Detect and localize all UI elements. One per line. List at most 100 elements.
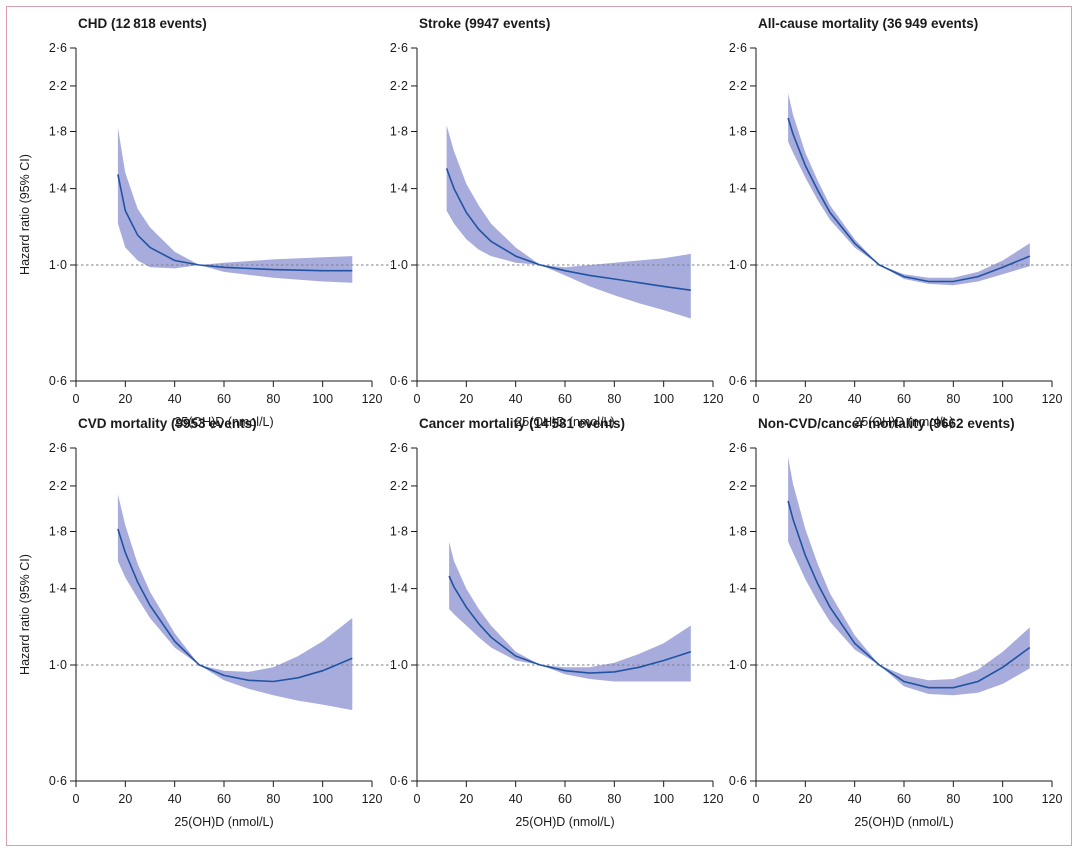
x-tick-label: 60 bbox=[217, 392, 231, 406]
confidence-band bbox=[788, 456, 1030, 696]
x-tick-label: 40 bbox=[848, 392, 862, 406]
x-axis-label: 25(OH)D (nmol/L) bbox=[854, 815, 953, 829]
y-tick-label: 1·8 bbox=[729, 525, 747, 539]
y-axis-label: Hazard ratio (95% CI) bbox=[18, 154, 32, 275]
y-tick-label: 1·4 bbox=[390, 182, 408, 196]
y-tick-label: 2·2 bbox=[390, 479, 408, 493]
x-tick-label: 100 bbox=[653, 792, 674, 806]
x-axis-label: 25(OH)D (nmol/L) bbox=[174, 415, 273, 429]
x-tick-label: 120 bbox=[362, 392, 383, 406]
y-tick-label: 1·8 bbox=[49, 525, 67, 539]
x-tick-label: 100 bbox=[312, 392, 333, 406]
y-tick-label: 0·6 bbox=[729, 374, 747, 388]
x-axis-label: 25(OH)D (nmol/L) bbox=[174, 815, 273, 829]
x-axis-label: 25(OH)D (nmol/L) bbox=[515, 815, 614, 829]
y-tick-label: 2·2 bbox=[729, 479, 747, 493]
x-tick-label: 120 bbox=[1042, 392, 1063, 406]
x-tick-label: 80 bbox=[946, 392, 960, 406]
y-tick-label: 2·6 bbox=[390, 41, 408, 55]
x-tick-label: 60 bbox=[558, 392, 572, 406]
panel-title: CHD (12 818 events) bbox=[78, 16, 207, 31]
x-tick-label: 0 bbox=[73, 392, 80, 406]
y-axis-label: Hazard ratio (95% CI) bbox=[18, 554, 32, 675]
x-tick-label: 80 bbox=[266, 392, 280, 406]
x-tick-label: 40 bbox=[848, 792, 862, 806]
x-tick-label: 0 bbox=[753, 792, 760, 806]
x-tick-label: 20 bbox=[459, 392, 473, 406]
y-tick-label: 2·6 bbox=[390, 441, 408, 455]
panel-title: Non-CVD/cancer mortality (9662 events) bbox=[758, 416, 1015, 431]
y-tick-label: 1·8 bbox=[729, 125, 747, 139]
y-tick-label: 1·8 bbox=[49, 125, 67, 139]
panel-title: CVD mortality (9953 events) bbox=[78, 416, 257, 431]
panel-title: Stroke (9947 events) bbox=[419, 16, 550, 31]
y-tick-label: 0·6 bbox=[49, 774, 67, 788]
x-tick-label: 80 bbox=[266, 792, 280, 806]
y-tick-label: 1·0 bbox=[49, 658, 67, 672]
y-tick-label: 1·0 bbox=[390, 258, 408, 272]
x-tick-label: 80 bbox=[607, 792, 621, 806]
hazard-panel-3: All-cause mortality (36 949 events) 0·6 1·… bbox=[729, 16, 1072, 429]
x-tick-label: 60 bbox=[897, 792, 911, 806]
x-tick-label: 60 bbox=[217, 792, 231, 806]
panel-title: Cancer mortality (14 581 events) bbox=[419, 416, 625, 431]
y-tick-label: 2·2 bbox=[390, 79, 408, 93]
x-axis-label: 25(OH)D (nmol/L) bbox=[515, 415, 614, 429]
y-tick-label: 1·8 bbox=[390, 125, 408, 139]
confidence-band bbox=[117, 127, 353, 283]
x-tick-label: 60 bbox=[558, 792, 572, 806]
x-tick-label: 0 bbox=[414, 392, 421, 406]
x-tick-label: 20 bbox=[798, 792, 812, 806]
y-tick-label: 1·0 bbox=[49, 258, 67, 272]
y-tick-label: 0·6 bbox=[390, 774, 408, 788]
hazard-panel-4: CVD mortality (9953 events) 0·6 1·0 1·4 1·8 2… bbox=[18, 416, 392, 829]
confidence-band bbox=[788, 93, 1030, 286]
y-tick-label: 1·4 bbox=[390, 582, 408, 596]
panel-title: All-cause mortality (36 949 events) bbox=[758, 16, 978, 31]
y-tick-label: 1·4 bbox=[49, 182, 67, 196]
y-tick-label: 0·6 bbox=[729, 774, 747, 788]
x-tick-label: 120 bbox=[703, 392, 724, 406]
x-tick-label: 120 bbox=[1042, 792, 1063, 806]
y-tick-label: 2·6 bbox=[729, 441, 747, 455]
x-tick-label: 100 bbox=[992, 792, 1013, 806]
x-tick-label: 120 bbox=[703, 792, 724, 806]
hazard-panel-6: Non-CVD/cancer mortality (9662 events) 0·… bbox=[729, 416, 1072, 829]
x-tick-label: 60 bbox=[897, 392, 911, 406]
y-tick-label: 2·6 bbox=[49, 41, 67, 55]
y-tick-label: 1·8 bbox=[390, 525, 408, 539]
x-tick-label: 20 bbox=[118, 392, 132, 406]
x-tick-label: 20 bbox=[118, 792, 132, 806]
x-tick-label: 40 bbox=[168, 792, 182, 806]
confidence-band bbox=[446, 125, 691, 319]
hazard-panel-1: CHD (12 818 events) 0·6 1·0 1·4 1·8 2·2 2·6 0 20… bbox=[18, 16, 392, 429]
hazard-ratio-curve bbox=[448, 575, 692, 674]
x-tick-label: 100 bbox=[992, 392, 1013, 406]
figure-canvas: CHD (12 818 events) 0·6 1·0 1·4 1·8 2·2 2·6 0 20… bbox=[18, 16, 1072, 829]
y-tick-label: 1·0 bbox=[729, 658, 747, 672]
x-tick-label: 0 bbox=[414, 792, 421, 806]
x-tick-label: 20 bbox=[798, 392, 812, 406]
x-tick-label: 120 bbox=[362, 792, 383, 806]
x-tick-label: 80 bbox=[946, 792, 960, 806]
hazard-ratio-curve bbox=[787, 500, 1031, 689]
x-tick-label: 100 bbox=[653, 392, 674, 406]
hazard-panel-2: Stroke (9947 events) 0·6 1·0 1·4 1·8 2·2 2·6 0 2… bbox=[390, 16, 733, 429]
confidence-band bbox=[117, 494, 353, 711]
confidence-band bbox=[449, 541, 691, 682]
x-tick-label: 40 bbox=[509, 792, 523, 806]
x-tick-label: 0 bbox=[753, 392, 760, 406]
y-tick-label: 2·6 bbox=[729, 41, 747, 55]
y-tick-label: 2·2 bbox=[49, 479, 67, 493]
x-tick-label: 20 bbox=[459, 792, 473, 806]
y-tick-label: 1·0 bbox=[390, 658, 408, 672]
hazard-ratio-curve bbox=[117, 528, 353, 683]
x-tick-label: 80 bbox=[607, 392, 621, 406]
y-tick-label: 1·4 bbox=[49, 582, 67, 596]
hazard-panel-5: Cancer mortality (14 581 events) 0·6 1·0 1·… bbox=[390, 416, 733, 829]
x-tick-label: 0 bbox=[73, 792, 80, 806]
x-tick-label: 40 bbox=[509, 392, 523, 406]
x-tick-label: 100 bbox=[312, 792, 333, 806]
y-tick-label: 2·6 bbox=[49, 441, 67, 455]
hazard-ratio-curve bbox=[117, 174, 353, 272]
